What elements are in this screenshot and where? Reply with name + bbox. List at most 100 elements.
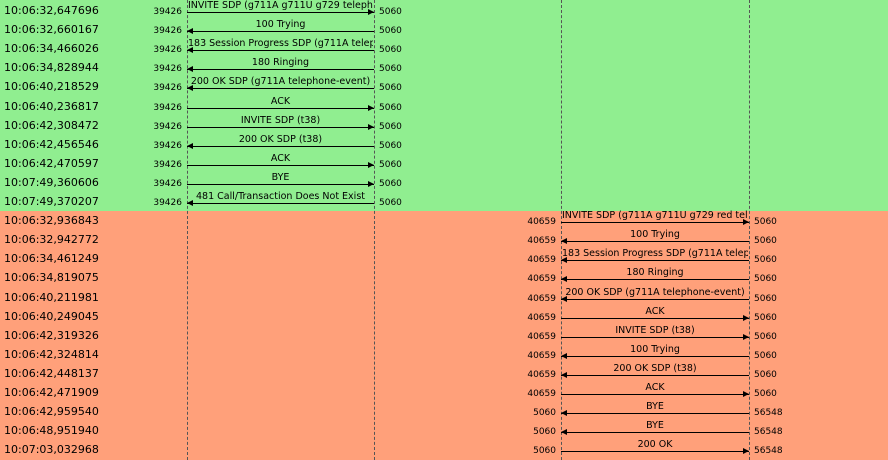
right-port: 5060	[379, 102, 402, 113]
timestamp: 10:06:42,471909	[4, 386, 99, 399]
right-port: 56548	[754, 446, 783, 457]
message-label[interactable]: 481 Call/Transaction Does Not Exist	[196, 191, 365, 202]
right-port: 5060	[379, 159, 402, 170]
message-arrow[interactable]	[561, 222, 749, 224]
arrow-right-icon	[368, 9, 374, 15]
timestamp: 10:06:34,466026	[4, 42, 99, 56]
message-label[interactable]: INVITE SDP (g711A g711U g729 telepho...	[188, 0, 373, 11]
left-port: 40659	[527, 331, 556, 342]
message-arrow[interactable]	[187, 31, 374, 33]
message-arrow[interactable]	[187, 126, 374, 128]
timestamp: 10:06:48,951940	[4, 424, 99, 438]
left-port: 39426	[153, 121, 182, 132]
message-arrow[interactable]	[187, 164, 374, 166]
timestamp: 10:07:03,032968	[4, 443, 99, 457]
right-port: 5060	[754, 350, 777, 361]
left-port: 39426	[153, 198, 182, 208]
message-label[interactable]: 183 Session Progress SDP (g711A telepho.…	[188, 38, 373, 50]
message-label[interactable]: 180 Ringing	[626, 267, 684, 279]
arrow-left-icon	[561, 276, 567, 283]
lifeline-1	[187, 0, 188, 460]
message-arrow[interactable]	[561, 355, 749, 357]
message-label[interactable]: 200 OK SDP (g711A telephone-event)	[190, 76, 371, 88]
right-port: 5060	[379, 83, 402, 94]
message-arrow[interactable]	[561, 317, 749, 319]
message-arrow[interactable]	[561, 241, 749, 243]
message-label[interactable]: 100 Trying	[255, 19, 306, 31]
message-arrow[interactable]	[561, 374, 749, 376]
message-label[interactable]: 183 Session Progress SDP (g711A telephon…	[562, 248, 748, 260]
message-label[interactable]: 200 OK SDP (g711A telephone-event)	[565, 286, 745, 298]
left-port: 40659	[527, 312, 556, 323]
message-label[interactable]: 180 Ringing	[251, 57, 310, 69]
timestamp: 10:06:32,936843	[4, 214, 99, 228]
timestamp: 10:07:49,360606	[4, 175, 99, 189]
message-arrow[interactable]	[187, 145, 374, 147]
arrow-right-icon	[743, 448, 749, 455]
message-arrow[interactable]	[187, 69, 374, 71]
arrow-left-icon	[561, 352, 567, 359]
timestamp: 10:06:42,448137	[4, 366, 99, 380]
message-label[interactable]: 200 OK SDP (t38)	[238, 133, 323, 145]
left-port: 40659	[527, 389, 556, 399]
message-label[interactable]: 100 Trying	[630, 229, 680, 241]
left-port: 40659	[527, 236, 556, 247]
right-port: 5060	[379, 26, 402, 37]
message-arrow[interactable]	[561, 260, 749, 262]
right-port: 5060	[379, 178, 402, 189]
message-label[interactable]: BYE	[271, 171, 290, 183]
message-label[interactable]: ACK	[270, 95, 291, 107]
right-port: 5060	[754, 274, 777, 285]
call-1-band	[0, 0, 888, 212]
timestamp: 10:06:42,470597	[4, 156, 99, 170]
message-label[interactable]: INVITE SDP (t38)	[240, 114, 321, 126]
timestamp: 10:06:42,324814	[4, 347, 99, 361]
left-port: 39426	[153, 83, 182, 94]
message-arrow[interactable]	[187, 203, 374, 204]
message-label[interactable]: ACK	[270, 152, 291, 164]
right-port: 5060	[754, 331, 777, 342]
message-arrow[interactable]	[561, 279, 749, 281]
right-port: 56548	[754, 427, 783, 438]
right-port: 5060	[379, 198, 402, 208]
message-label[interactable]: BYE	[646, 420, 664, 432]
message-arrow[interactable]	[187, 183, 374, 185]
message-arrow[interactable]	[187, 50, 374, 52]
message-label[interactable]: INVITE SDP (g711A g711U g729 red tele...	[562, 210, 748, 222]
lifeline-4	[749, 0, 750, 460]
lifeline-3	[561, 0, 562, 460]
message-arrow[interactable]	[561, 413, 749, 415]
message-arrow[interactable]	[187, 88, 374, 90]
right-port: 5060	[754, 312, 777, 323]
timestamp: 10:06:32,660167	[4, 23, 99, 37]
message-arrow[interactable]	[561, 298, 749, 300]
message-arrow[interactable]	[561, 394, 749, 395]
arrow-right-icon	[368, 123, 374, 130]
message-arrow[interactable]	[561, 432, 749, 434]
timestamp: 10:06:34,461249	[4, 252, 99, 266]
arrow-right-icon	[743, 391, 749, 397]
arrow-left-icon	[187, 142, 193, 149]
message-arrow[interactable]	[561, 451, 749, 453]
arrow-left-icon	[561, 371, 567, 378]
message-label[interactable]: 100 Trying	[630, 343, 680, 355]
message-arrow[interactable]	[187, 107, 374, 109]
message-arrow[interactable]	[561, 336, 749, 338]
timestamp: 10:06:42,456546	[4, 137, 99, 151]
message-label[interactable]: 200 OK SDP (t38)	[613, 362, 697, 374]
message-label[interactable]: ACK	[645, 382, 665, 393]
message-arrow[interactable]	[187, 12, 374, 13]
left-port: 39426	[153, 159, 182, 170]
message-label[interactable]: INVITE SDP (t38)	[615, 324, 695, 336]
message-label[interactable]: ACK	[645, 305, 665, 317]
right-port: 5060	[754, 369, 777, 380]
message-label[interactable]: 200 OK	[637, 439, 673, 451]
left-port: 39426	[153, 26, 182, 37]
arrow-right-icon	[368, 180, 374, 187]
arrow-left-icon	[561, 410, 567, 417]
timestamp: 10:06:40,236817	[4, 99, 99, 113]
message-label[interactable]: BYE	[646, 401, 664, 413]
arrow-right-icon	[368, 104, 374, 111]
left-port: 5060	[533, 446, 556, 457]
